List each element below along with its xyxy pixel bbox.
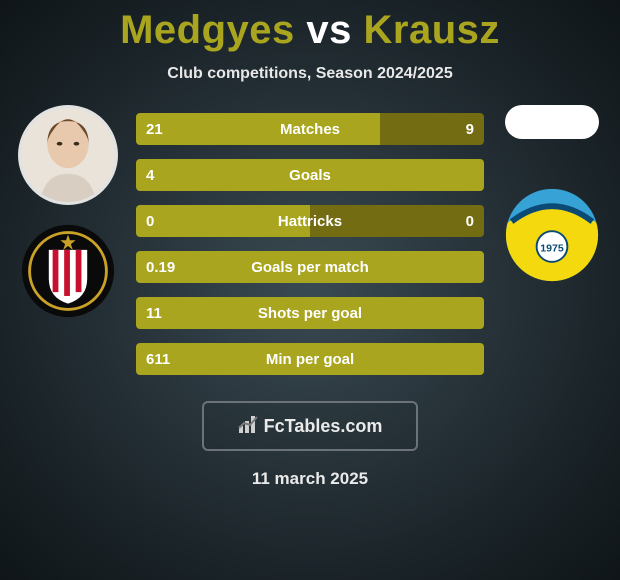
player1-name: Medgyes [120, 8, 295, 52]
stat-value-right: 9 [466, 121, 474, 138]
comparison-content: 1975 219Matches4Goals00Hattricks0.19Goal… [0, 113, 620, 375]
date-text: 11 march 2025 [0, 469, 620, 489]
stat-bar-left: 21 [136, 113, 380, 145]
player2-name: Krausz [364, 8, 500, 52]
stat-row: 11Shots per goal [136, 297, 484, 329]
brand-suffix: Tables [285, 416, 341, 436]
stat-bar-right: 0 [310, 205, 484, 237]
player1-club-crest [20, 223, 116, 319]
stat-bar-left: 0.19 [136, 251, 484, 283]
badge-icon: 1975 [504, 187, 600, 283]
stat-value-left: 0 [146, 213, 154, 230]
player1-avatar [18, 105, 118, 205]
stat-bar-right: 9 [380, 113, 484, 145]
stat-row: 0.19Goals per match [136, 251, 484, 283]
stat-row: 219Matches [136, 113, 484, 145]
stat-bars: 219Matches4Goals00Hattricks0.19Goals per… [136, 113, 484, 375]
stat-value-left: 4 [146, 167, 154, 184]
brand-text: FcTables.com [264, 416, 383, 437]
left-column [8, 105, 128, 319]
vs-text: vs [306, 8, 352, 52]
brand-logo[interactable]: FcTables.com [202, 401, 418, 451]
stat-bar-left: 611 [136, 343, 484, 375]
stat-row: 611Min per goal [136, 343, 484, 375]
stat-bar-left: 0 [136, 205, 310, 237]
chart-icon [238, 414, 260, 439]
stat-bar-left: 11 [136, 297, 484, 329]
stat-value-right: 0 [466, 213, 474, 230]
brand-domain: .com [340, 416, 382, 436]
stat-value-left: 21 [146, 121, 163, 138]
stat-value-left: 11 [146, 305, 162, 322]
right-column: 1975 [492, 105, 612, 283]
person-icon [21, 108, 115, 202]
stat-value-left: 0.19 [146, 259, 175, 276]
stat-row: 00Hattricks [136, 205, 484, 237]
page-title: Medgyes vs Krausz [0, 0, 620, 53]
player2-avatar [505, 105, 599, 139]
stat-value-left: 611 [146, 351, 170, 368]
brand-prefix: Fc [264, 416, 285, 436]
crest-year: 1975 [540, 242, 564, 254]
shield-icon [20, 223, 116, 319]
stat-bar-left: 4 [136, 159, 484, 191]
player2-club-crest: 1975 [504, 187, 600, 283]
stat-row: 4Goals [136, 159, 484, 191]
subtitle: Club competitions, Season 2024/2025 [0, 65, 620, 83]
